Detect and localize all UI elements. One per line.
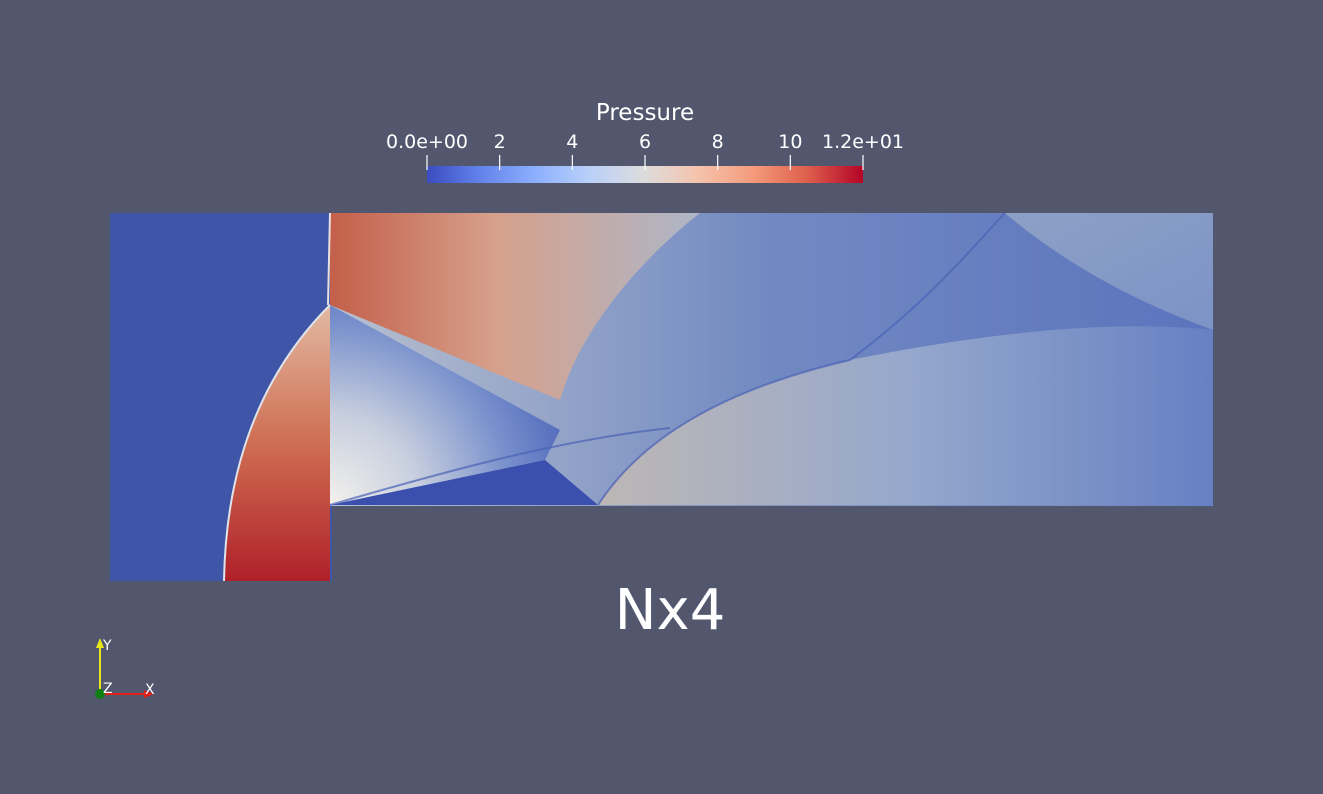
- bow-shock-line: [223, 304, 331, 582]
- colorbar-tick-label: 4: [566, 131, 579, 153]
- hot-region-top: [330, 213, 700, 400]
- z-axis-label: Z: [103, 681, 113, 697]
- view-label: Nx4: [614, 578, 726, 643]
- colorbar-tick-label: 2: [493, 131, 506, 153]
- colorbar-title: Pressure: [595, 100, 695, 126]
- colorbar-min-label: 0.0e+00: [385, 131, 469, 153]
- colorbar-tick-label: 10: [778, 131, 803, 153]
- reflected-region: [1005, 213, 1213, 330]
- reflected-shock-line: [597, 212, 1006, 506]
- expansion-fan: [330, 305, 560, 505]
- colorbar-ticks: [426, 155, 864, 170]
- step-block: [332, 506, 1213, 582]
- colorbar-tick-label: 8: [711, 131, 724, 153]
- colorbar-gradient: [427, 166, 863, 183]
- y-axis-arrow: [96, 638, 104, 648]
- x-axis-label: X: [145, 682, 155, 698]
- vertical-shock: [327, 212, 331, 306]
- x-axis-arrow: [144, 690, 154, 698]
- colorbar-max-label: 1.2e+01: [821, 131, 905, 153]
- z-axis-dot: [95, 689, 105, 699]
- low-pressure-wedge: [330, 460, 598, 505]
- compressed-region: [598, 326, 1213, 506]
- orientation-axes: Y X Z: [95, 638, 155, 699]
- bow-shock-region: [224, 305, 330, 581]
- slip-line: [329, 427, 671, 506]
- y-axis-label: Y: [102, 638, 112, 654]
- colorbar-tick-label: 6: [638, 131, 652, 153]
